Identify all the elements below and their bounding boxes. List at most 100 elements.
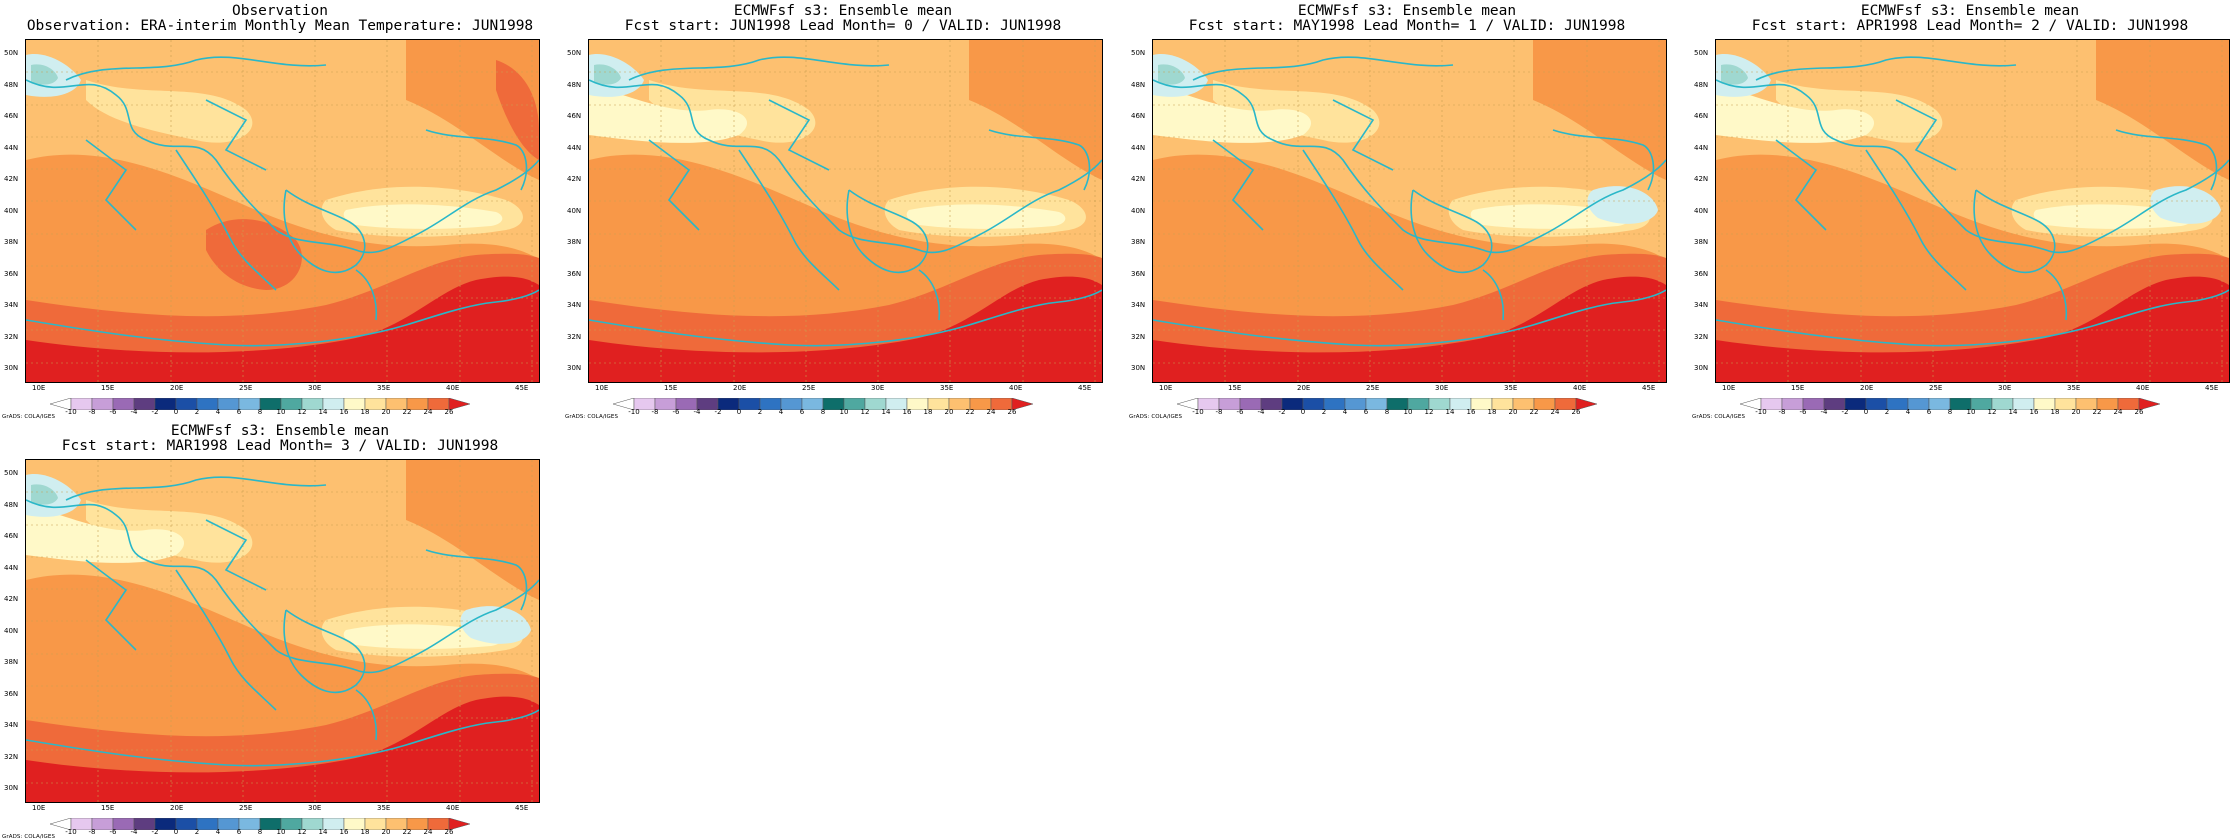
colorbar-label: 26 (1007, 408, 1017, 416)
colorbar-label: 26 (444, 408, 454, 416)
coastline (283, 609, 366, 694)
coastline (425, 549, 528, 611)
credit-text: GrADS: COLA/IGES (2, 414, 56, 420)
lat-tick-label: 50N (1694, 49, 1709, 57)
colorbar-label: 20 (1508, 408, 1518, 416)
lon-tick-label: 35E (377, 384, 391, 392)
coastline (283, 189, 366, 274)
colorbar (50, 398, 471, 410)
lat-tick-label: 30N (1694, 364, 1709, 372)
temperature-map (1715, 39, 2230, 383)
colorbar-label: 12 (1987, 408, 1997, 416)
lat-tick-label: 32N (567, 332, 582, 341)
temperature-map (25, 459, 540, 803)
lat-tick-label: 38N (4, 658, 19, 666)
colorbar-label: 2 (194, 408, 200, 416)
contour-region (86, 80, 253, 143)
colorbar-label: -8 (1215, 408, 1223, 416)
colorbar-label: 10 (276, 408, 286, 416)
colorbar-label: 22 (402, 408, 412, 416)
colorbar-label: 4 (778, 408, 784, 416)
colorbar-label: 22 (2092, 408, 2102, 416)
colorbar-label: -2 (1841, 408, 1849, 416)
coastline (738, 149, 840, 291)
lon-tick-label: 15E (101, 384, 115, 392)
map-panel: Observation Observation: ERA-interim Mont… (0, 0, 560, 420)
lat-tick-label: 32N (1131, 332, 1146, 341)
coastline (1482, 269, 1505, 321)
coastline (1212, 139, 1264, 231)
colorbar-label: 24 (423, 408, 433, 416)
colorbar-label: 20 (381, 828, 391, 836)
lon-tick-label: 35E (1504, 384, 1518, 392)
colorbar-label: 18 (1487, 408, 1497, 416)
coastline (1302, 149, 1404, 291)
colorbar-label: -8 (651, 408, 659, 416)
coastline (628, 56, 890, 81)
contour-region (1153, 85, 1312, 143)
panel-subtitle: Fcst start: MAY1998 Lead Month= 1 / VALI… (1188, 18, 1626, 34)
lat-tick-label: 46N (4, 112, 19, 120)
contour-region (460, 606, 531, 644)
lat-tick-label: 42N (1131, 175, 1146, 183)
coastline (589, 79, 1102, 254)
colorbar-label: 14 (318, 828, 328, 836)
colorbar-label: 24 (2113, 408, 2123, 416)
coastline (1716, 289, 2229, 347)
lon-tick-label: 15E (1228, 384, 1242, 392)
lat-tick-label: 44N (1131, 143, 1146, 152)
colorbar-label: 8 (257, 828, 263, 836)
lon-tick-label: 35E (2067, 384, 2081, 392)
panel-title: ECMWFsf s3: Ensemble mean (170, 423, 390, 439)
lat-tick-label: 50N (1131, 49, 1146, 57)
lat-tick-label: 32N (4, 752, 19, 761)
colorbar-label: 16 (339, 828, 349, 836)
lat-tick-label: 30N (4, 784, 19, 792)
colorbar-label: -8 (88, 408, 96, 416)
contour-region (31, 64, 58, 85)
contour-region (26, 696, 539, 802)
coastline (2045, 269, 2068, 321)
coastline (1895, 99, 1957, 171)
colorbar-label: 16 (339, 408, 349, 416)
lon-tick-label: 45E (2205, 384, 2219, 392)
lat-tick-label: 34N (4, 301, 19, 309)
colorbar-label: 0 (1300, 408, 1306, 416)
lon-tick-label: 10E (1722, 384, 1736, 392)
coastline (1973, 189, 2056, 274)
panel-title: Observation (231, 3, 329, 19)
lat-tick-label: 36N (1131, 269, 1146, 278)
colorbar-label: 8 (1947, 408, 1953, 416)
colorbar-label: 6 (1926, 408, 1932, 416)
colorbar (1740, 398, 2161, 410)
contour-region (31, 484, 58, 505)
colorbar-label: 24 (423, 828, 433, 836)
colorbar-label: 2 (1884, 408, 1890, 416)
contour-region (343, 204, 503, 229)
lon-tick-label: 40E (2136, 384, 2150, 392)
contour-region (1716, 276, 2229, 382)
colorbar-label: -4 (1257, 408, 1265, 416)
credit-text: GrADS: COLA/IGES (2, 834, 56, 840)
colorbar-label: -6 (1236, 408, 1244, 416)
lon-tick-label: 45E (515, 804, 529, 812)
colorbar-label: -10 (1755, 408, 1767, 416)
coastline (846, 189, 929, 274)
lat-tick-label: 44N (1694, 143, 1709, 152)
contour-region (343, 624, 503, 649)
temperature-map (1152, 39, 1667, 383)
lon-tick-label: 30E (308, 804, 322, 812)
contour-region (594, 64, 621, 85)
colorbar-label: 10 (1966, 408, 1976, 416)
lon-tick-label: 20E (733, 384, 747, 392)
temperature-map (588, 39, 1103, 383)
lat-tick-label: 36N (1694, 269, 1709, 278)
lon-tick-label: 20E (1297, 384, 1311, 392)
lat-tick-label: 42N (567, 175, 582, 183)
coastline (1192, 56, 1454, 81)
lat-tick-label: 44N (4, 563, 19, 572)
colorbar-label: 14 (881, 408, 891, 416)
colorbar-label: 12 (297, 828, 307, 836)
lon-tick-label: 35E (377, 804, 391, 812)
coastline (205, 99, 267, 171)
